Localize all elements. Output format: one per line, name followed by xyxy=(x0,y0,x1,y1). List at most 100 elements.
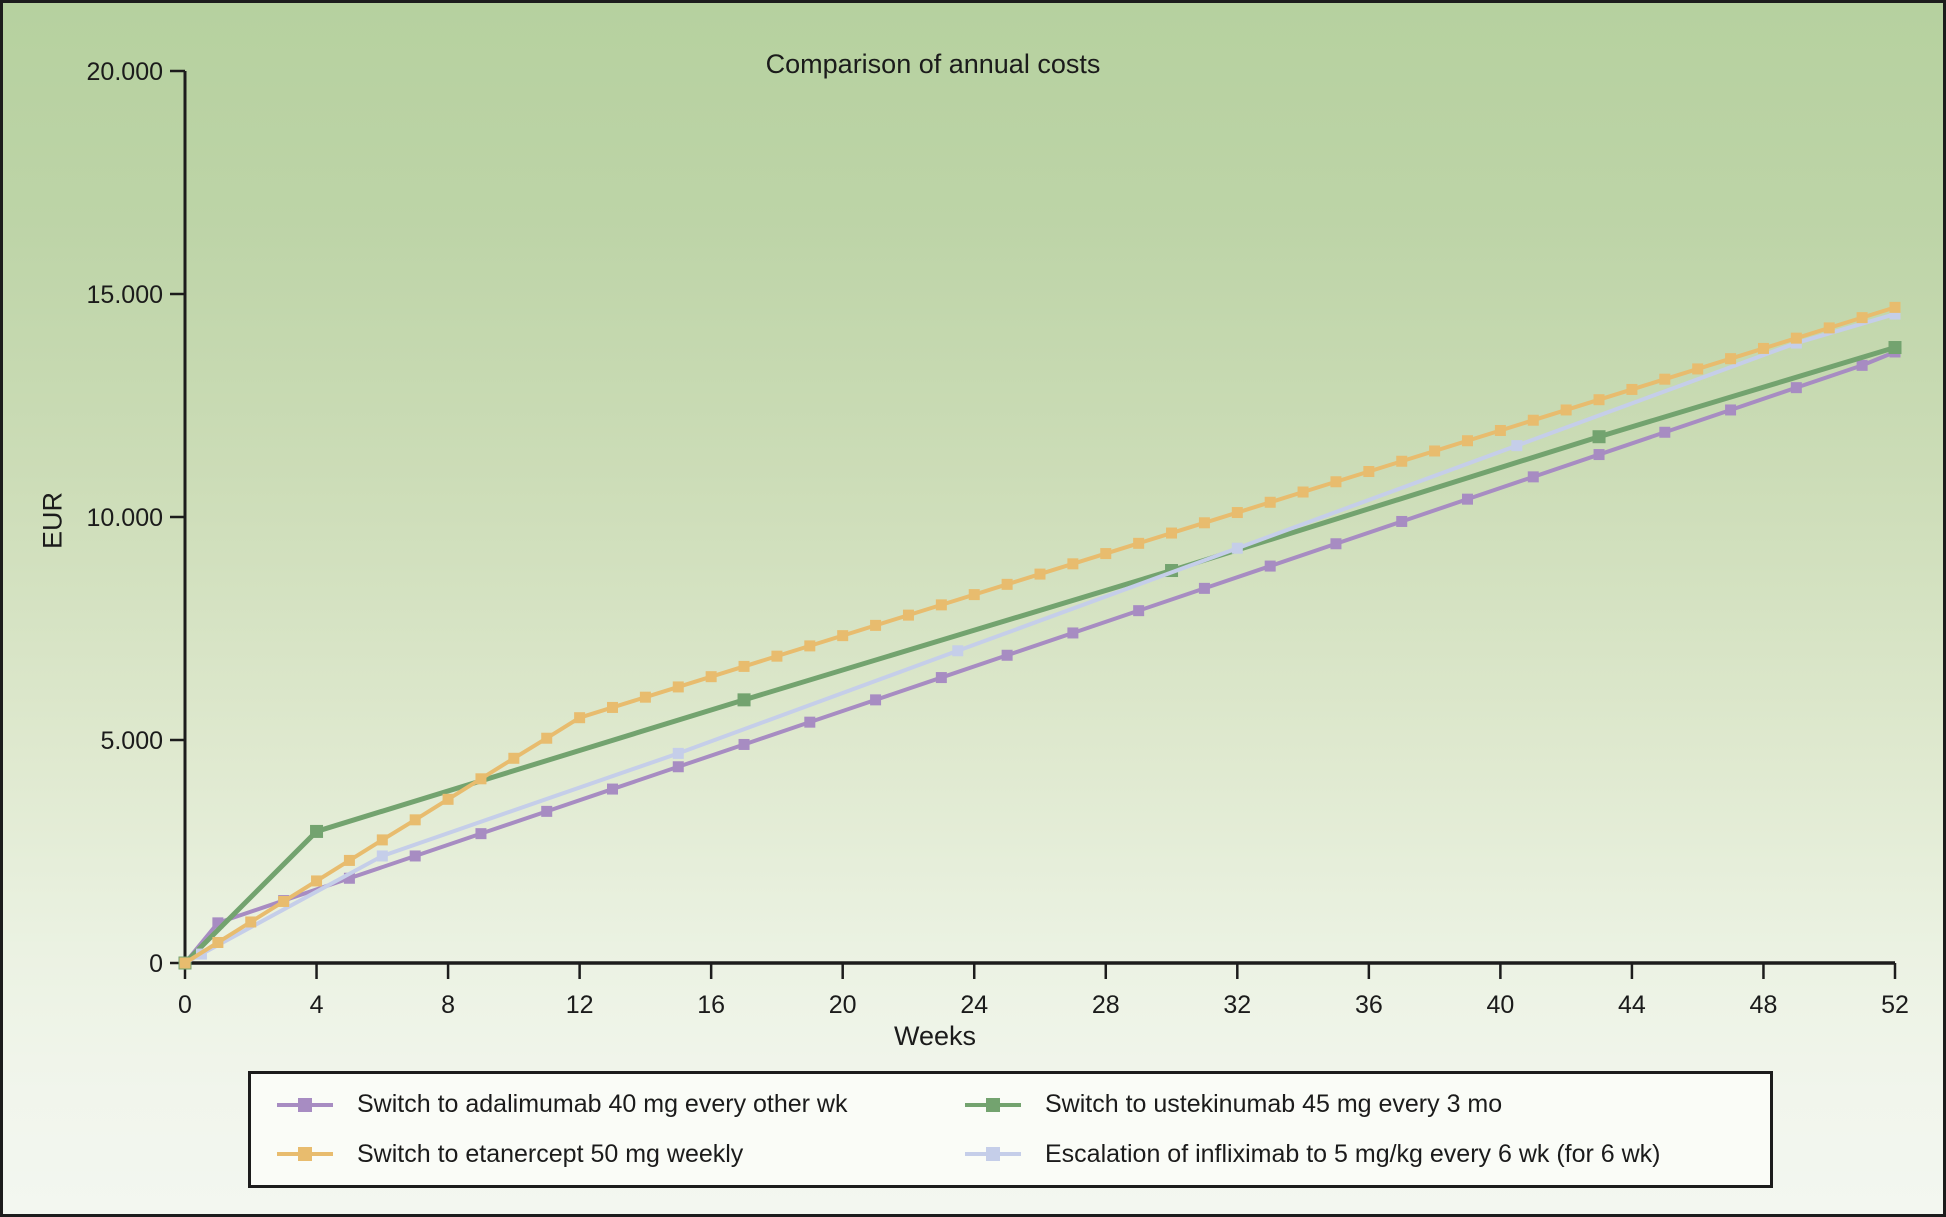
series-marker-adalimumab xyxy=(1396,515,1408,527)
series-marker-etanercept xyxy=(968,589,980,601)
x-tick-label: 28 xyxy=(1092,991,1120,1019)
series-marker-etanercept xyxy=(311,875,323,887)
series-marker-etanercept xyxy=(1856,312,1868,324)
series-marker-adalimumab xyxy=(1593,449,1605,461)
series-marker-adalimumab xyxy=(541,805,553,817)
series-marker-etanercept xyxy=(1494,424,1506,436)
series-marker-etanercept xyxy=(442,793,454,805)
series-marker-etanercept xyxy=(1166,527,1178,539)
legend-item-etanercept: Switch to etanercept 50 mg weekly xyxy=(277,1140,965,1169)
series-marker-adalimumab xyxy=(1725,404,1737,416)
series-marker-etanercept xyxy=(672,681,684,693)
series-marker-etanercept xyxy=(1363,466,1375,478)
series-marker-adalimumab xyxy=(1856,359,1868,371)
x-tick-label: 0 xyxy=(178,991,192,1019)
series-marker-etanercept xyxy=(376,834,388,846)
series-marker-etanercept xyxy=(705,671,717,683)
series-marker-adalimumab xyxy=(804,716,816,728)
x-tick-label: 12 xyxy=(566,991,594,1019)
series-line-ustekinumab xyxy=(183,345,1896,965)
series-marker-ustekinumab xyxy=(1592,430,1606,444)
series-marker-adalimumab xyxy=(1133,605,1145,617)
series-marker-etanercept xyxy=(902,609,914,621)
series-marker-adalimumab xyxy=(343,872,355,884)
x-tick-label: 40 xyxy=(1486,991,1514,1019)
series-marker-etanercept xyxy=(935,599,947,611)
legend-item-adalimumab: Switch to adalimumab 40 mg every other w… xyxy=(277,1090,965,1119)
y-tick-label: 5.000 xyxy=(100,727,163,755)
legend-label-ustekinumab: Switch to ustekinumab 45 mg every 3 mo xyxy=(1045,1090,1503,1119)
series-marker-adalimumab xyxy=(935,672,947,684)
series-marker-etanercept xyxy=(738,660,750,672)
x-tick-label: 44 xyxy=(1618,991,1646,1019)
series-marker-etanercept xyxy=(278,895,290,907)
x-tick-label: 4 xyxy=(310,991,324,1019)
series-marker-adalimumab xyxy=(738,738,750,750)
y-tick-label: 10.000 xyxy=(87,504,163,532)
series-marker-etanercept xyxy=(1001,578,1013,590)
series-marker-etanercept xyxy=(1429,445,1441,457)
series-marker-adalimumab xyxy=(1067,627,1079,639)
x-axis-label: Weeks xyxy=(893,1021,977,1051)
series-marker-etanercept xyxy=(179,957,191,969)
legend-label-adalimumab: Switch to adalimumab 40 mg every other w… xyxy=(357,1090,848,1119)
series-marker-adalimumab xyxy=(1264,560,1276,572)
series-marker-etanercept xyxy=(1396,455,1408,467)
series-marker-etanercept xyxy=(1231,507,1243,519)
series-marker-adalimumab xyxy=(607,783,618,795)
series-marker-etanercept xyxy=(1889,301,1901,313)
infliximab-line-swatch-icon xyxy=(965,1147,1021,1162)
x-tick-label: 24 xyxy=(960,991,988,1019)
legend-item-infliximab: Escalation of infliximab to 5 mg/kg ever… xyxy=(965,1140,1752,1169)
series-marker-etanercept xyxy=(771,650,783,662)
series-marker-adalimumab xyxy=(212,917,224,929)
y-tick-label: 20.000 xyxy=(87,58,163,86)
series-marker-etanercept xyxy=(1725,353,1737,365)
x-tick-label: 52 xyxy=(1881,991,1909,1019)
series-marker-etanercept xyxy=(1626,383,1638,395)
x-tick-label: 32 xyxy=(1223,991,1251,1019)
series-marker-etanercept xyxy=(870,619,882,631)
series-line-etanercept xyxy=(183,305,1896,965)
series-marker-etanercept xyxy=(1462,435,1473,447)
x-tick-label: 20 xyxy=(829,991,857,1019)
series-marker-ustekinumab xyxy=(737,693,751,707)
series-marker-etanercept xyxy=(1823,322,1835,334)
series-marker-adalimumab xyxy=(1527,471,1539,483)
series-marker-adalimumab xyxy=(870,694,882,706)
y-tick-label: 0 xyxy=(149,950,163,978)
series-marker-infliximab xyxy=(376,850,388,862)
series-marker-etanercept xyxy=(212,936,224,948)
series-marker-adalimumab xyxy=(1330,538,1342,550)
legend-label-etanercept: Switch to etanercept 50 mg weekly xyxy=(357,1139,744,1168)
series-marker-adalimumab xyxy=(409,850,421,862)
series-line-adalimumab xyxy=(183,350,1896,965)
series-marker-adalimumab xyxy=(1659,426,1671,438)
series-marker-infliximab xyxy=(952,645,964,657)
y-axis-label: EUR xyxy=(37,492,68,550)
series-marker-etanercept xyxy=(508,752,520,764)
x-tick-label: 48 xyxy=(1750,991,1778,1019)
series-marker-etanercept xyxy=(1034,568,1046,580)
series-marker-infliximab xyxy=(1889,308,1901,320)
chart-title: Comparison of annual costs xyxy=(765,49,1101,79)
series-marker-adalimumab xyxy=(1198,582,1210,594)
series-marker-etanercept xyxy=(541,732,553,744)
series-marker-etanercept xyxy=(1757,342,1769,354)
x-tick-label: 36 xyxy=(1355,991,1383,1019)
series-marker-ustekinumab xyxy=(1888,341,1902,355)
series-marker-etanercept xyxy=(1264,496,1276,508)
y-tick-label: 15.000 xyxy=(87,281,163,309)
series-marker-etanercept xyxy=(1692,363,1704,375)
series-marker-etanercept xyxy=(804,640,816,652)
x-tick-label: 8 xyxy=(441,991,455,1019)
series-marker-adalimumab xyxy=(1790,382,1802,394)
legend-label-infliximab: Escalation of infliximab to 5 mg/kg ever… xyxy=(1045,1139,1661,1168)
adalimumab-line-swatch-icon xyxy=(277,1097,333,1112)
series-marker-infliximab xyxy=(1511,440,1523,452)
series-marker-etanercept xyxy=(1593,394,1605,406)
series-marker-etanercept xyxy=(409,814,421,826)
series-marker-etanercept xyxy=(1790,332,1802,344)
series-marker-ustekinumab xyxy=(310,824,324,838)
